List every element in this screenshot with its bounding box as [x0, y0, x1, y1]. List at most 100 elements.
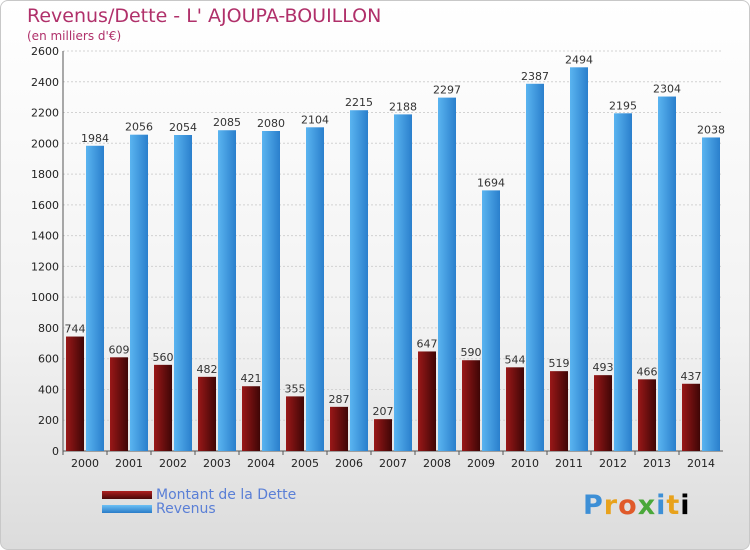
y-tick-label: 2200: [31, 107, 59, 120]
bar-revenus: [526, 83, 544, 452]
value-label-dette: 355: [285, 382, 306, 395]
logo-letter: P: [583, 490, 604, 521]
bar-revenus: [658, 96, 676, 452]
x-tick-label: 2003: [203, 457, 231, 470]
x-tick-label: 2008: [423, 457, 451, 470]
logo-letter: x: [637, 490, 657, 521]
x-tick-label: 2009: [467, 457, 495, 470]
y-tick-label: 200: [38, 414, 59, 427]
bar-revenus: [702, 137, 720, 451]
value-label-revenus: 2494: [565, 53, 593, 66]
logo-letter: i: [656, 490, 667, 521]
legend-item-revenus: Revenus: [102, 501, 216, 517]
value-label-revenus: 2297: [433, 84, 461, 97]
logo-letter: t: [666, 490, 681, 521]
bar-dette: [242, 386, 260, 451]
logo-letter: o: [618, 490, 638, 521]
value-label-revenus: 1984: [81, 132, 109, 145]
y-tick-label: 0: [52, 445, 59, 458]
bar-dette: [66, 336, 84, 451]
y-tick-label: 1000: [31, 291, 59, 304]
legend-swatch-dette: [102, 491, 152, 499]
bar-dette: [638, 379, 656, 451]
value-label-dette: 590: [461, 346, 482, 359]
bar-revenus: [130, 134, 148, 451]
value-label-dette: 744: [65, 323, 86, 336]
y-tick-label: 800: [38, 322, 59, 335]
x-tick-label: 2001: [115, 457, 143, 470]
y-tick-label: 1400: [31, 230, 59, 243]
logo-letter: i: [680, 490, 691, 521]
chart-subtitle: (en milliers d'€): [27, 29, 122, 43]
bar-dette: [110, 357, 128, 451]
bar-dette: [154, 364, 172, 451]
value-label-revenus: 2188: [389, 100, 417, 113]
value-label-dette: 437: [681, 370, 702, 383]
bar-dette: [462, 360, 480, 451]
value-label-dette: 482: [197, 363, 218, 376]
value-label-revenus: 2215: [345, 96, 373, 109]
legend-swatch-revenus: [102, 505, 152, 513]
proxiti-logo: Proxiti: [583, 490, 691, 521]
bar-revenus: [306, 127, 324, 452]
value-label-revenus: 2085: [213, 116, 241, 129]
value-label-revenus: 2304: [653, 83, 681, 96]
bar-dette: [594, 375, 612, 451]
bar-dette: [506, 367, 524, 451]
y-tick-label: 1200: [31, 260, 59, 273]
y-tick-label: 2000: [31, 137, 59, 150]
value-label-dette: 287: [329, 393, 350, 406]
value-label-dette: 609: [109, 343, 130, 356]
x-tick-label: 2005: [291, 457, 319, 470]
x-tick-label: 2007: [379, 457, 407, 470]
bar-revenus: [394, 114, 412, 451]
value-label-revenus: 2038: [697, 123, 725, 136]
x-tick-label: 2013: [643, 457, 671, 470]
bar-revenus: [218, 130, 236, 451]
value-label-revenus: 2080: [257, 117, 285, 130]
bar-revenus: [262, 131, 280, 451]
x-tick-label: 2000: [71, 457, 99, 470]
value-label-revenus: 2387: [521, 70, 549, 83]
x-tick-label: 2014: [687, 457, 715, 470]
bar-dette: [198, 376, 216, 451]
bar-dette: [550, 371, 568, 451]
value-label-dette: 519: [549, 357, 570, 370]
y-tick-label: 1800: [31, 168, 59, 181]
logo-letter: r: [603, 490, 619, 521]
bar-dette: [286, 396, 304, 451]
bar-revenus: [614, 113, 632, 452]
bar-revenus: [482, 190, 500, 451]
value-label-revenus: 1694: [477, 176, 505, 189]
x-tick-label: 2006: [335, 457, 363, 470]
value-label-dette: 466: [637, 365, 658, 378]
x-tick-label: 2012: [599, 457, 627, 470]
y-tick-label: 400: [38, 383, 59, 396]
value-label-revenus: 2104: [301, 113, 329, 126]
chart-title: Revenus/Dette - L' AJOUPA-BOUILLON: [27, 5, 382, 27]
bar-revenus: [570, 67, 588, 452]
x-tick-label: 2002: [159, 457, 187, 470]
value-label-revenus: 2056: [125, 121, 153, 134]
value-label-dette: 560: [153, 351, 174, 364]
x-tick-label: 2010: [511, 457, 539, 470]
legend-item-dette: Montant de la Dette: [102, 487, 297, 503]
legend-label-revenus: Revenus: [156, 501, 216, 517]
value-label-dette: 207: [373, 405, 394, 418]
y-tick-label: 2600: [31, 45, 59, 58]
bar-revenus: [174, 135, 192, 451]
bar-dette: [682, 383, 700, 451]
value-label-revenus: 2195: [609, 99, 637, 112]
legend-label-dette: Montant de la Dette: [156, 487, 297, 503]
bar-dette: [374, 419, 392, 451]
bar-revenus: [438, 97, 456, 451]
y-tick-label: 600: [38, 353, 59, 366]
bar-dette: [418, 351, 436, 451]
bar-dette: [330, 406, 348, 451]
y-tick-label: 1600: [31, 199, 59, 212]
y-tick-label: 2400: [31, 76, 59, 89]
value-label-dette: 647: [417, 337, 438, 350]
x-tick-label: 2004: [247, 457, 275, 470]
